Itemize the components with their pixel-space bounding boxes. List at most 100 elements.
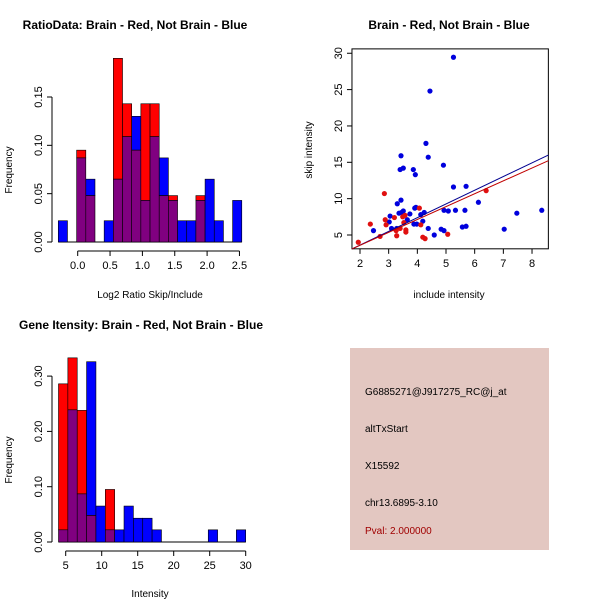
chart2-point-blue: [398, 153, 404, 159]
chart2-point-blue: [398, 197, 404, 203]
chart2-point-blue: [431, 232, 437, 238]
chart1-bar-blue: [158, 157, 169, 196]
chart2-point-blue: [410, 166, 416, 173]
chart2-point-blue: [463, 223, 469, 229]
chart2-ylabel: skip intensity: [304, 121, 315, 178]
chart2-point-blue: [441, 207, 447, 213]
chart1-bar-blue: [177, 220, 188, 243]
chart3-y-tick-label: 0.20: [33, 421, 45, 442]
chart1-x-tick-label: 0.5: [102, 260, 117, 272]
chart1-x-tick-label: 0.0: [70, 260, 85, 272]
chart1-title: RatioData: Brain - Red, Not Brain - Blue: [23, 18, 248, 32]
chart1-bar-overlap: [140, 200, 151, 243]
chart2-point-blue: [370, 228, 377, 234]
chart3-bar-blue: [207, 529, 218, 543]
probe-id: G6885271@J917275_RC@j_at: [365, 387, 507, 398]
chart1-y-tick-label: 0.05: [33, 183, 45, 204]
chart2-point-blue: [514, 210, 520, 216]
chart1-x-tick-label: 1.0: [135, 260, 150, 272]
chart1-bar-blue: [204, 178, 215, 243]
chart2-point-blue: [463, 183, 469, 189]
chart2-point-blue: [425, 154, 431, 160]
chart2-point-red: [445, 231, 451, 237]
accession: X15592: [365, 461, 400, 472]
chart2-point-blue: [441, 228, 447, 234]
chart1-bar-red: [195, 195, 206, 201]
chart1-bar-overlap: [158, 195, 169, 243]
chart2-point-blue: [450, 54, 457, 60]
chart1-bar-blue: [85, 178, 96, 196]
chart3-bar-overlap: [76, 493, 87, 543]
event-type: altTxStart: [365, 424, 408, 435]
chart2-point-blue: [412, 172, 418, 178]
chart1-x-tick-label: 2.0: [199, 260, 214, 272]
chart2-y-tick-label: 25: [333, 83, 345, 95]
chart2-point-red: [382, 217, 388, 223]
chart3-bar-blue: [236, 529, 246, 543]
chart2-point-red: [367, 221, 373, 227]
chart3-xlabel: Intensity: [131, 589, 168, 600]
chart3-bar-red: [58, 383, 69, 531]
chart2-point-blue: [400, 208, 406, 214]
chart1-bar-overlap: [131, 149, 142, 243]
chart2-point-red: [355, 239, 361, 245]
chart2-x-tick-label: 3: [386, 258, 392, 270]
chart2-point-blue: [440, 162, 447, 168]
chart3-bar-overlap: [67, 409, 78, 543]
chart2-point-blue: [425, 225, 431, 232]
chart3-y-tick-label: 0.10: [33, 476, 45, 497]
chart2-x-tick-label: 5: [443, 258, 449, 270]
chart1-bar-overlap: [85, 195, 96, 243]
chart2-y-tick-label: 5: [333, 232, 345, 238]
chart2-point-red: [394, 233, 400, 239]
chart3-bar-red: [76, 410, 87, 495]
chart2-fit-line-blue: [351, 154, 549, 250]
chart3-x-tick-label: 10: [96, 560, 108, 572]
chart2-point-blue: [501, 226, 507, 232]
chart3-bar-overlap: [105, 529, 115, 543]
genomic-location: chr13.6895-3.10: [365, 498, 438, 509]
chart2-x-tick-label: 7: [500, 258, 506, 270]
chart2-point-red: [403, 229, 409, 235]
chart2-x-tick-label: 4: [414, 258, 420, 270]
pval: Pval: 2.000000: [365, 526, 432, 537]
chart2-point-blue: [423, 140, 429, 146]
chart2-x-tick-label: 8: [529, 258, 535, 270]
chart2-point-blue: [462, 207, 468, 213]
chart2-point-blue: [427, 88, 433, 94]
chart2-point-blue: [400, 165, 406, 171]
chart3-x-tick-label: 5: [63, 560, 69, 572]
chart1-bar-blue: [213, 220, 224, 243]
chart3-bar-blue: [114, 529, 125, 543]
chart2-point-blue: [450, 184, 457, 190]
chart3-bar-red: [105, 489, 115, 531]
chart1-bar-blue: [232, 200, 243, 243]
chart3-bar-blue: [95, 505, 106, 543]
chart1-y-tick-label: 0.00: [33, 231, 45, 252]
chart2-point-blue: [539, 207, 545, 213]
chart1-bar-overlap: [122, 136, 132, 243]
chart3-title: Gene Itensity: Brain - Red, Not Brain - …: [19, 318, 263, 332]
chart1-bar-overlap: [149, 136, 160, 243]
chart1-y-tick-label: 0.10: [33, 135, 45, 156]
chart2-y-tick-label: 15: [333, 156, 345, 168]
chart1-bar-red: [122, 103, 132, 137]
chart2-point-red: [402, 212, 408, 218]
chart1-bar-overlap: [195, 200, 206, 243]
chart1-bar-overlap: [113, 178, 123, 243]
chart2-point-blue: [414, 221, 420, 227]
chart2-point-blue: [445, 208, 451, 214]
chart3-x-tick-label: 15: [132, 560, 144, 572]
chart3-bar-overlap: [58, 529, 69, 543]
chart2-point-blue: [394, 201, 400, 207]
chart1-bar-blue: [103, 220, 114, 243]
chart1-ylabel: Frequency: [4, 146, 15, 193]
chart3-x-tick-label: 25: [204, 560, 216, 572]
chart3-bar-red: [67, 357, 78, 411]
chart1-bar-red: [168, 195, 178, 201]
chart2-point-red: [383, 222, 389, 228]
chart2-x-tick-label: 2: [357, 258, 363, 270]
chart3-bar-blue: [86, 361, 97, 516]
